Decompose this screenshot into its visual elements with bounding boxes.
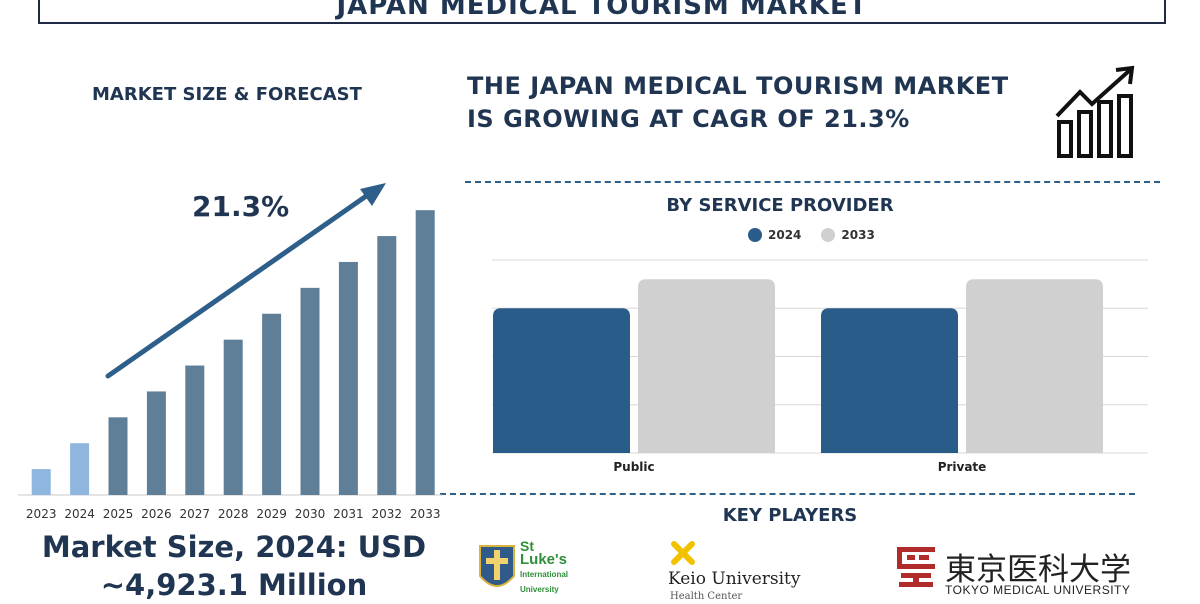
legend-item-2033: 2033	[821, 228, 875, 242]
logo-tokyo-medical: 東京医科大学 TOKYO MEDICAL UNIVERSITY	[895, 545, 1165, 600]
service-tick-private: Private	[938, 460, 987, 474]
service-bar-public-2033	[638, 279, 775, 453]
title-banner: JAPAN MEDICAL TOURISM MARKET	[38, 0, 1166, 24]
legend-swatch-2024	[748, 228, 762, 242]
keio-logo-name: Keio University	[668, 569, 801, 589]
forecast-tick-2025: 2025	[103, 507, 134, 521]
st-lukes-logo-international: International	[520, 570, 569, 579]
forecast-tick-2031: 2031	[333, 507, 364, 521]
forecast-bar-2032	[377, 236, 397, 496]
cagr-annotation: 21.3%	[192, 190, 290, 223]
service-bar-private-2033	[966, 279, 1103, 453]
tokyo-medical-logo-jp: 東京医科大学	[945, 552, 1131, 588]
forecast-tick-2026: 2026	[141, 507, 172, 521]
forecast-tick-2027: 2027	[180, 507, 211, 521]
st-lukes-logo-st: St	[520, 538, 534, 554]
legend-label-2033: 2033	[841, 228, 875, 242]
service-provider-legend: 2024 2033	[748, 228, 895, 242]
market-size-callout: Market Size, 2024: USD ~4,923.1 Million	[14, 528, 454, 604]
tokyo-medical-logo-en: TOKYO MEDICAL UNIVERSITY	[945, 583, 1131, 597]
service-provider-chart: Public Private	[492, 259, 1148, 474]
market-forecast-chart: 2023 2024 2025 2026 2027 2028 2029 2030 2031 2032…	[18, 183, 442, 521]
page-title: JAPAN MEDICAL TOURISM MARKET	[336, 0, 868, 21]
growth-arrow-head	[360, 183, 386, 206]
service-bar-private-2024	[821, 308, 958, 453]
forecast-bar-2030	[300, 287, 320, 495]
legend-swatch-2033	[821, 228, 836, 242]
forecast-tick-2029: 2029	[256, 507, 287, 521]
st-lukes-logo-university: University	[520, 585, 559, 594]
keio-logo-subtitle: Health Center	[670, 591, 743, 602]
cagr-headline: THE JAPAN MEDICAL TOURISM MARKET IS GROW…	[467, 70, 1047, 136]
forecast-bar-2033	[415, 210, 435, 495]
forecast-bar-2031	[338, 261, 358, 495]
forecast-bar-2026	[146, 391, 166, 495]
st-lukes-logo-lukes: Luke's	[520, 551, 567, 568]
forecast-tick-2024: 2024	[64, 507, 95, 521]
forecast-bar-2025	[108, 417, 128, 495]
key-players-divider	[440, 493, 1135, 495]
top-divider	[465, 181, 1160, 183]
keio-pen-icon	[671, 541, 695, 565]
forecast-tick-2033: 2033	[410, 507, 441, 521]
growth-arrow-line	[105, 189, 375, 379]
logo-st-lukes: St Luke's International University	[474, 538, 584, 600]
forecast-bar-2029	[262, 313, 282, 495]
service-tick-public: Public	[613, 460, 654, 474]
logo-keio: Keio University Health Center	[668, 538, 808, 602]
st-lukes-crest-icon	[479, 545, 515, 587]
market-size-forecast-heading: MARKET SIZE & FORECAST	[92, 84, 362, 105]
forecast-bar-2023	[31, 469, 51, 495]
forecast-bar-2028	[223, 339, 243, 495]
key-players-heading: KEY PLAYERS	[722, 505, 858, 526]
service-provider-heading: BY SERVICE PROVIDER	[666, 195, 894, 216]
growth-chart-icon	[1055, 65, 1135, 158]
service-bar-public-2024	[493, 308, 630, 453]
legend-label-2024: 2024	[768, 228, 802, 242]
forecast-tick-2028: 2028	[218, 507, 249, 521]
market-size-line1: Market Size, 2024: USD	[41, 530, 427, 564]
cagr-headline-line1: THE JAPAN MEDICAL TOURISM MARKET	[467, 72, 1009, 100]
forecast-bar-2024	[70, 443, 90, 495]
market-size-line2: ~4,923.1 Million	[100, 568, 368, 602]
cagr-headline-line2: IS GROWING AT CAGR OF 21.3%	[467, 105, 910, 133]
tokyo-medical-emblem-icon	[897, 547, 935, 587]
forecast-tick-2032: 2032	[372, 507, 403, 521]
forecast-tick-2023: 2023	[26, 507, 57, 521]
legend-item-2024: 2024	[748, 228, 801, 242]
forecast-tick-2030: 2030	[295, 507, 326, 521]
forecast-bar-2027	[185, 365, 205, 495]
